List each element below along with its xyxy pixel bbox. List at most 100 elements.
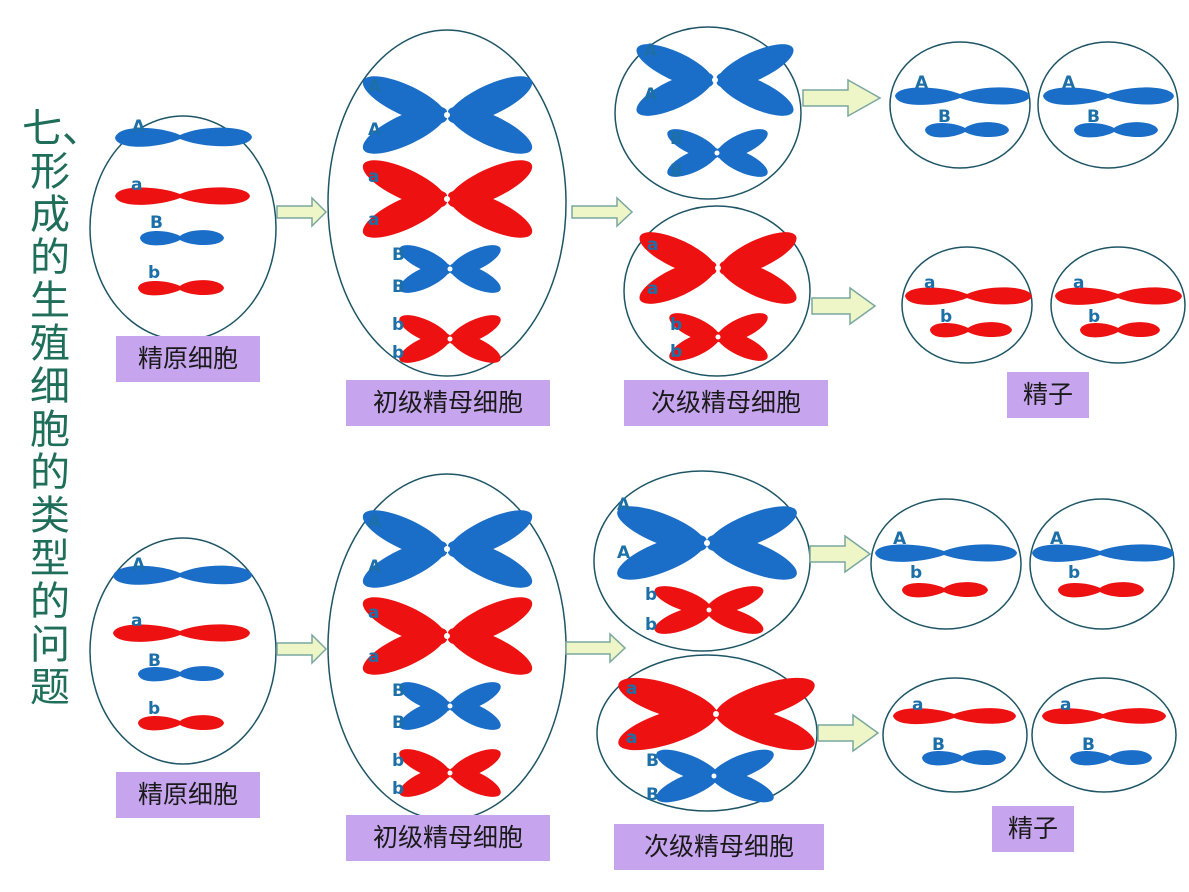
gene-A-label: A: [1050, 529, 1064, 549]
label-sperm: 精子: [992, 806, 1074, 852]
gene-b-label: b: [392, 315, 404, 335]
gene-a-label: a: [368, 210, 379, 230]
cell-sperm-Ab-1: [870, 498, 1022, 630]
chromosome-aa: [618, 677, 815, 751]
chromosome-aa: [639, 232, 797, 304]
chromosome-AA: [636, 44, 794, 116]
gene-B-label: B: [150, 213, 163, 233]
gene-b-label: b: [392, 779, 404, 799]
chromosome-B: [922, 750, 1006, 766]
chromosome-B: [925, 122, 1009, 138]
gene-b-label: b: [392, 751, 404, 771]
gene-A-label: A: [132, 117, 146, 137]
label-primary-spermatocyte: 初级精母细胞: [346, 815, 550, 861]
gene-a-label: a: [1073, 273, 1084, 293]
gene-B-label: B: [148, 651, 161, 671]
chromosome-B: [1070, 750, 1152, 766]
arrow-icon: [811, 286, 877, 326]
arrow-icon: [565, 632, 627, 664]
chromosome-b: [138, 280, 224, 296]
gene-B-label: B: [392, 245, 405, 265]
cell-primary-spermatocyte-1: [327, 29, 567, 377]
gene-a-label: a: [368, 647, 379, 667]
gene-b-label: b: [940, 307, 952, 327]
chromosome-bb: [654, 586, 764, 634]
chromosome-b: [902, 582, 988, 598]
label-spermatogonium: 精原细胞: [116, 336, 260, 382]
gene-B-label: B: [932, 735, 945, 755]
chromosome-B: [1074, 122, 1158, 138]
gene-A-label: A: [893, 529, 907, 549]
cell-sperm-AB-2: [1037, 41, 1179, 169]
gene-b-label: b: [645, 615, 657, 635]
chromosome-a: [905, 287, 1032, 305]
tetrad-AA: [362, 76, 533, 154]
gene-A-label: A: [368, 557, 382, 577]
chromosome-b: [1058, 582, 1144, 598]
arrow-icon: [817, 713, 880, 753]
cell-sperm-Ab-2: [1029, 498, 1175, 630]
gene-a-label: a: [647, 279, 658, 299]
gene-a-label: a: [626, 679, 637, 699]
label-secondary-spermatocyte: 次级精母细胞: [614, 824, 824, 870]
cell-sperm-AB-1: [889, 41, 1031, 169]
chromosome-B: [140, 230, 224, 246]
label-sperm: 精子: [1007, 372, 1089, 418]
chromosome-b: [138, 715, 224, 731]
gene-a-label: a: [924, 273, 935, 293]
gene-a-label: a: [626, 728, 637, 748]
gene-b-label: b: [148, 263, 160, 283]
arrow-icon: [276, 633, 328, 665]
gene-a-label: a: [1060, 695, 1071, 715]
arrow-icon: [802, 78, 882, 118]
gene-a-label: a: [368, 167, 379, 187]
gene-A-label: A: [368, 77, 382, 97]
page-title: 七、形成的生殖细胞的类型的问题: [22, 106, 102, 711]
gene-B-label: B: [392, 681, 405, 701]
gene-b-label: b: [1068, 563, 1080, 583]
gene-B-label: B: [1082, 735, 1095, 755]
gene-b-label: b: [392, 343, 404, 363]
chromosome-B: [138, 666, 224, 682]
gene-B-label: B: [646, 785, 659, 805]
gene-A-label: A: [644, 41, 658, 61]
chromosome-AA: [617, 506, 797, 580]
gene-b-label: b: [910, 563, 922, 583]
row-1: A a B b: [89, 26, 1186, 377]
chromosome-A: [875, 544, 1017, 562]
gene-A-label: A: [368, 120, 382, 140]
tetrad-aa: [362, 160, 533, 238]
chromosome-A: [115, 127, 252, 147]
chromosome-a: [1055, 287, 1182, 305]
gene-B-label: B: [646, 751, 659, 771]
gene-b-label: b: [1088, 307, 1100, 327]
gene-B-label: B: [392, 277, 405, 297]
chromosome-b: [1080, 322, 1160, 338]
chromosome-A: [895, 87, 1030, 105]
cell-sperm-aB-1: [882, 677, 1028, 793]
gene-b-label: b: [670, 315, 682, 335]
chromosome-a: [1042, 708, 1166, 725]
chromosome-A: [1043, 87, 1174, 105]
tetrad-BB: [399, 245, 501, 293]
gene-B-label: B: [392, 713, 405, 733]
chromosome-BB: [667, 129, 768, 177]
gene-A-label: A: [1062, 73, 1076, 93]
gene-A-label: A: [132, 555, 146, 575]
gene-b-label: b: [670, 342, 682, 362]
chromosome-a: [115, 187, 250, 205]
gene-b-label: b: [645, 585, 657, 605]
arrow-icon: [276, 196, 328, 228]
cell-sperm-ab-2: [1050, 246, 1186, 364]
gene-a-label: a: [912, 695, 923, 715]
chromosome-a: [113, 624, 250, 642]
tetrad-aa: [362, 597, 533, 675]
gene-B-label: B: [1087, 107, 1100, 127]
row-2: A a B b: [89, 470, 1177, 821]
gene-a-label: a: [368, 603, 379, 623]
gene-a-label: a: [131, 611, 142, 631]
tetrad-BB: [399, 682, 501, 730]
tetrad-bb: [399, 749, 501, 797]
cell-sperm-aB-2: [1031, 677, 1177, 793]
